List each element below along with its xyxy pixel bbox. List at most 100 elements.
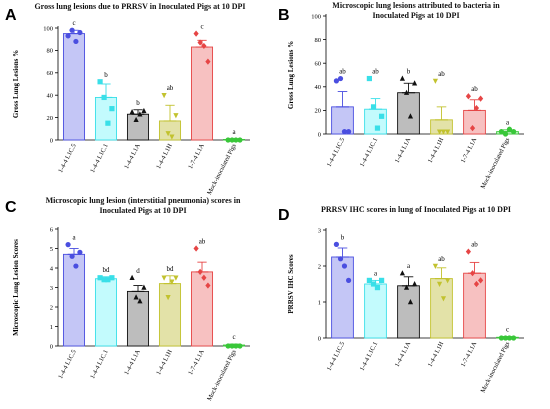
data-point-d-3-2 — [403, 284, 410, 290]
significance-letter-d-5: ab — [471, 241, 478, 249]
data-point-b-3-1 — [399, 75, 406, 81]
data-point-a-1-3 — [73, 38, 79, 45]
y-tick-label-c: 0 — [50, 343, 53, 350]
data-point-d-4-2 — [436, 281, 443, 287]
category-label-a-6: Mock-inoculated Pigs — [206, 142, 238, 196]
y-tick-label-a: 0 — [50, 137, 53, 144]
data-point-c-4-4 — [173, 275, 179, 281]
significance-letter-d-6: c — [506, 326, 509, 334]
data-point-c-2-4 — [109, 275, 115, 281]
data-point-a-1-4 — [77, 29, 83, 36]
significance-letter-c-2: bd — [103, 266, 111, 274]
data-point-a-5-3 — [201, 42, 207, 50]
data-point-d-6-1 — [498, 335, 505, 341]
data-point-b-5-3 — [473, 104, 480, 112]
data-point-b-1-2 — [337, 75, 344, 82]
y-axis-label-a: Gross Lung Lesions % — [12, 50, 20, 118]
data-point-c-1-3 — [73, 263, 79, 269]
category-label-c-1: 1-4-4 L1C.5 — [57, 349, 78, 380]
bar-c-5 — [190, 271, 214, 347]
bar-a-3 — [126, 113, 150, 141]
data-point-d-1-2 — [337, 256, 344, 262]
data-point-a-3-4 — [141, 107, 147, 114]
data-point-a-3-1 — [129, 109, 135, 115]
data-point-b-3-2 — [403, 89, 410, 95]
significance-letter-c-5: ab — [199, 238, 206, 246]
panel-label-c: C — [5, 199, 17, 216]
y-tick-label-c: 1 — [50, 324, 53, 331]
y-axis-label-c: Microscopic Lung Lesion Scores — [12, 239, 20, 336]
category-label-c-4: 1-4-4 L1H — [155, 348, 174, 376]
data-point-b-2-3 — [374, 125, 381, 131]
y-tick-label-a: 100 — [43, 25, 53, 32]
y-tick-label-d: 1 — [318, 299, 321, 306]
category-label-b-2: 1-4-4 L1C.1 — [359, 137, 380, 168]
significance-letter-a-2: b — [104, 71, 108, 79]
data-point-a-3-2 — [133, 116, 139, 123]
y-tick-label-a: 40 — [47, 93, 54, 100]
data-point-d-1-3 — [341, 263, 348, 269]
category-label-b-6: Mock-inoculated Pigs — [480, 136, 512, 190]
bar-b-5 — [463, 109, 486, 135]
data-point-c-2-1 — [97, 275, 103, 281]
data-point-c-6-2 — [229, 343, 235, 349]
data-point-a-1-1 — [65, 33, 71, 39]
bar-c-4 — [158, 283, 182, 347]
data-point-a-4-3 — [169, 134, 175, 140]
data-point-b-6-3 — [506, 126, 513, 132]
bar-d-3 — [397, 285, 420, 339]
data-point-a-2-3 — [105, 120, 111, 126]
category-label-a-3: 1-4-4 L1A — [123, 142, 142, 170]
data-point-c-1-2 — [69, 253, 75, 259]
data-point-b-3-4 — [411, 80, 418, 86]
chart-title-d-line-1: PRRSV IHC scores in lung of Inoculated P… — [321, 205, 511, 214]
data-point-c-2-3 — [105, 277, 111, 283]
significance-letter-b-1: ab — [339, 68, 346, 76]
bar-d-1 — [331, 256, 354, 339]
significance-letter-d-1: b — [341, 233, 345, 241]
significance-letter-d-3: a — [407, 262, 411, 270]
category-label-d-6: Mock-inoculated Pigs — [480, 340, 512, 394]
y-axis-label-d: PRRSV IHC Scores — [287, 254, 295, 314]
significance-letter-c-3: d — [136, 267, 140, 275]
data-point-d-5-1 — [465, 248, 472, 255]
data-point-d-3-3 — [407, 299, 414, 305]
chart-title-a-line-1: Gross lung lesions due to PRRSV in Inocu… — [34, 2, 245, 11]
data-point-b-6-4 — [510, 129, 517, 135]
significance-letter-b-5: ab — [471, 85, 478, 93]
data-point-b-4-1 — [432, 78, 439, 84]
data-point-a-4-1 — [161, 93, 167, 99]
data-point-c-3-4 — [141, 284, 147, 290]
data-point-d-2-3 — [374, 285, 381, 291]
category-label-a-5: 1-7-4 L1A — [187, 142, 206, 170]
data-point-d-3-1 — [399, 270, 406, 276]
data-point-d-6-2 — [502, 335, 509, 341]
data-point-a-5-2 — [197, 39, 203, 46]
panel-label-a: A — [5, 7, 17, 24]
data-point-a-6-1 — [225, 137, 231, 143]
data-point-d-5-4 — [477, 277, 484, 284]
data-point-d-5-3 — [473, 280, 480, 288]
data-point-c-3-2 — [133, 294, 139, 300]
category-label-d-1: 1-4-4 L1C.5 — [326, 341, 347, 372]
category-label-a-4: 1-4-4 L1H — [155, 142, 174, 170]
data-point-a-1-2 — [69, 27, 75, 33]
significance-letter-c-1: a — [72, 234, 76, 242]
y-tick-label-c: 4 — [50, 265, 54, 272]
significance-letter-a-1: c — [72, 19, 75, 27]
data-point-a-4-4 — [173, 113, 179, 119]
y-tick-label-c: 6 — [50, 226, 54, 233]
data-point-b-5-4 — [477, 95, 484, 102]
category-label-d-5: 1-7-4 L1A — [460, 340, 479, 368]
category-label-a-1: 1-4-4 L1C.5 — [57, 143, 78, 174]
data-point-a-6-2 — [229, 137, 235, 143]
data-point-b-2-4 — [378, 113, 385, 119]
y-tick-label-b: 20 — [315, 108, 322, 115]
data-point-c-1-1 — [65, 242, 71, 248]
bar-d-2 — [364, 283, 387, 339]
data-point-a-2-2 — [101, 94, 107, 101]
significance-letter-d-2: a — [374, 269, 378, 277]
chart-panel-b: Microscopic lung lesions attributed to b… — [287, 1, 524, 190]
data-point-b-2-2 — [370, 104, 377, 110]
data-point-a-5-1 — [193, 30, 199, 37]
